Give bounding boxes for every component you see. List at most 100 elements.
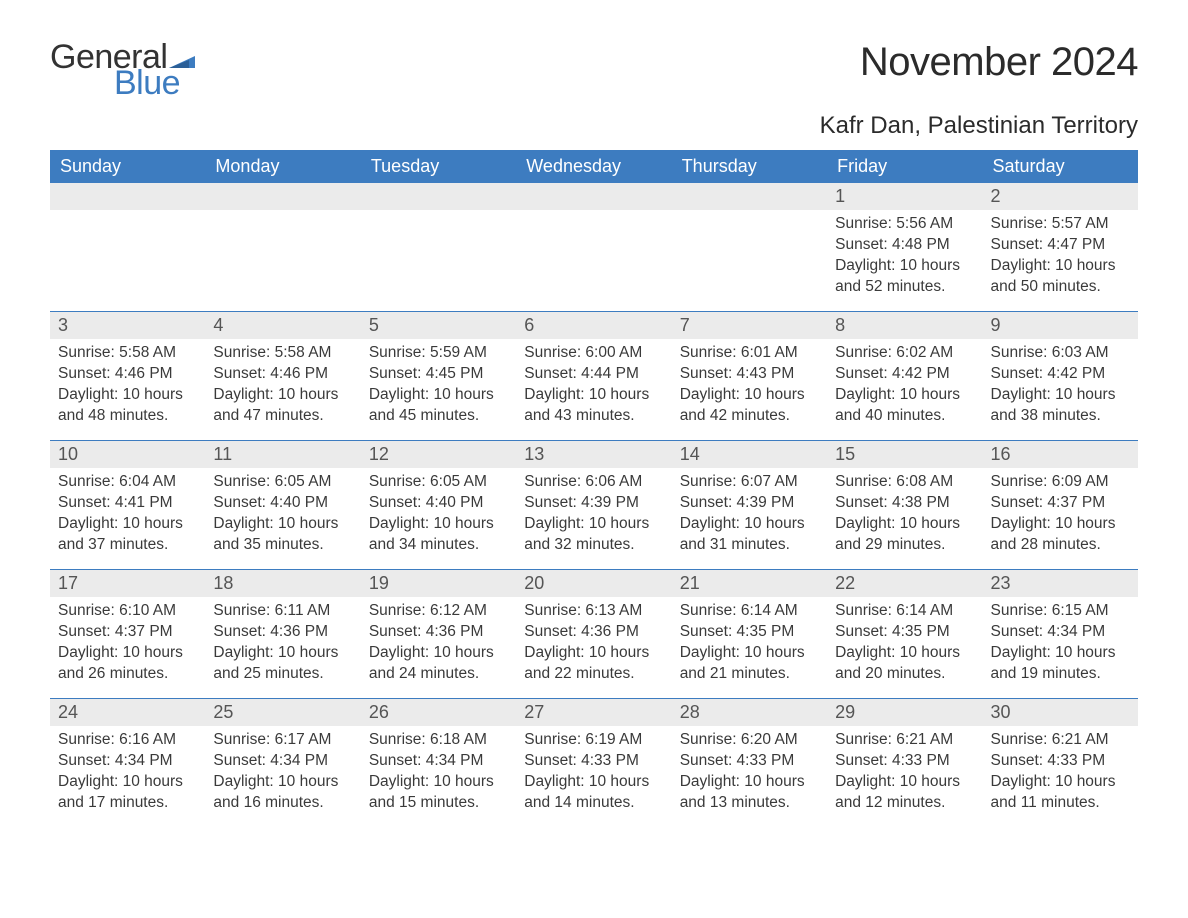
day-number: 29 (827, 699, 982, 726)
day-number (50, 183, 205, 210)
day-sunrise: Sunrise: 6:14 AM (680, 601, 819, 622)
day-cell: 15Sunrise: 6:08 AMSunset: 4:38 PMDayligh… (827, 441, 982, 569)
day-number (361, 183, 516, 210)
day-daylight1: Daylight: 10 hours (58, 772, 197, 793)
day-sunset: Sunset: 4:40 PM (213, 493, 352, 514)
day-sunrise: Sunrise: 5:56 AM (835, 214, 974, 235)
day-sunset: Sunset: 4:45 PM (369, 364, 508, 385)
day-daylight1: Daylight: 10 hours (213, 643, 352, 664)
day-cell: 3Sunrise: 5:58 AMSunset: 4:46 PMDaylight… (50, 312, 205, 440)
day-sunrise: Sunrise: 6:14 AM (835, 601, 974, 622)
day-daylight1: Daylight: 10 hours (680, 385, 819, 406)
day-number: 17 (50, 570, 205, 597)
day-sunset: Sunset: 4:40 PM (369, 493, 508, 514)
day-number: 11 (205, 441, 360, 468)
day-daylight1: Daylight: 10 hours (213, 385, 352, 406)
day-sunrise: Sunrise: 6:21 AM (991, 730, 1130, 751)
day-cell (205, 183, 360, 311)
day-sunrise: Sunrise: 6:21 AM (835, 730, 974, 751)
day-sunset: Sunset: 4:35 PM (680, 622, 819, 643)
day-body: Sunrise: 6:00 AMSunset: 4:44 PMDaylight:… (516, 339, 671, 435)
calendar: Sunday Monday Tuesday Wednesday Thursday… (50, 150, 1138, 827)
day-number (516, 183, 671, 210)
day-daylight2: and 50 minutes. (991, 277, 1130, 298)
day-daylight1: Daylight: 10 hours (835, 385, 974, 406)
day-daylight1: Daylight: 10 hours (835, 643, 974, 664)
day-daylight1: Daylight: 10 hours (58, 643, 197, 664)
day-daylight2: and 19 minutes. (991, 664, 1130, 685)
day-sunrise: Sunrise: 6:02 AM (835, 343, 974, 364)
weekday-label: Wednesday (516, 150, 671, 183)
day-daylight2: and 43 minutes. (524, 406, 663, 427)
month-title: November 2024 (860, 40, 1138, 85)
header: General Blue November 2024 (50, 40, 1138, 100)
day-cell: 1Sunrise: 5:56 AMSunset: 4:48 PMDaylight… (827, 183, 982, 311)
day-body: Sunrise: 6:14 AMSunset: 4:35 PMDaylight:… (827, 597, 982, 693)
day-daylight2: and 25 minutes. (213, 664, 352, 685)
day-sunset: Sunset: 4:48 PM (835, 235, 974, 256)
day-cell: 13Sunrise: 6:06 AMSunset: 4:39 PMDayligh… (516, 441, 671, 569)
day-cell: 6Sunrise: 6:00 AMSunset: 4:44 PMDaylight… (516, 312, 671, 440)
day-number: 9 (983, 312, 1138, 339)
day-number: 4 (205, 312, 360, 339)
day-sunrise: Sunrise: 6:03 AM (991, 343, 1130, 364)
day-daylight2: and 13 minutes. (680, 793, 819, 814)
day-daylight1: Daylight: 10 hours (369, 514, 508, 535)
day-daylight2: and 16 minutes. (213, 793, 352, 814)
day-cell: 22Sunrise: 6:14 AMSunset: 4:35 PMDayligh… (827, 570, 982, 698)
day-number: 2 (983, 183, 1138, 210)
day-number: 12 (361, 441, 516, 468)
day-daylight2: and 31 minutes. (680, 535, 819, 556)
day-cell (361, 183, 516, 311)
day-body: Sunrise: 6:13 AMSunset: 4:36 PMDaylight:… (516, 597, 671, 693)
day-daylight2: and 26 minutes. (58, 664, 197, 685)
day-number: 28 (672, 699, 827, 726)
day-sunset: Sunset: 4:46 PM (58, 364, 197, 385)
day-body: Sunrise: 6:05 AMSunset: 4:40 PMDaylight:… (205, 468, 360, 564)
day-sunset: Sunset: 4:47 PM (991, 235, 1130, 256)
day-body: Sunrise: 6:15 AMSunset: 4:34 PMDaylight:… (983, 597, 1138, 693)
day-daylight2: and 29 minutes. (835, 535, 974, 556)
day-sunrise: Sunrise: 6:17 AM (213, 730, 352, 751)
day-sunset: Sunset: 4:33 PM (835, 751, 974, 772)
day-number: 22 (827, 570, 982, 597)
day-sunset: Sunset: 4:34 PM (991, 622, 1130, 643)
day-cell: 10Sunrise: 6:04 AMSunset: 4:41 PMDayligh… (50, 441, 205, 569)
day-number: 21 (672, 570, 827, 597)
day-sunset: Sunset: 4:33 PM (991, 751, 1130, 772)
weekday-label: Friday (827, 150, 982, 183)
day-body: Sunrise: 6:21 AMSunset: 4:33 PMDaylight:… (983, 726, 1138, 822)
day-number: 7 (672, 312, 827, 339)
day-cell: 8Sunrise: 6:02 AMSunset: 4:42 PMDaylight… (827, 312, 982, 440)
day-cell: 4Sunrise: 5:58 AMSunset: 4:46 PMDaylight… (205, 312, 360, 440)
day-sunset: Sunset: 4:41 PM (58, 493, 197, 514)
day-sunrise: Sunrise: 6:15 AM (991, 601, 1130, 622)
day-sunrise: Sunrise: 6:16 AM (58, 730, 197, 751)
day-daylight1: Daylight: 10 hours (680, 643, 819, 664)
day-daylight1: Daylight: 10 hours (991, 256, 1130, 277)
day-body: Sunrise: 6:16 AMSunset: 4:34 PMDaylight:… (50, 726, 205, 822)
day-sunrise: Sunrise: 6:04 AM (58, 472, 197, 493)
day-daylight2: and 45 minutes. (369, 406, 508, 427)
day-sunset: Sunset: 4:37 PM (58, 622, 197, 643)
day-sunrise: Sunrise: 5:58 AM (58, 343, 197, 364)
day-cell: 11Sunrise: 6:05 AMSunset: 4:40 PMDayligh… (205, 441, 360, 569)
day-number (672, 183, 827, 210)
day-daylight2: and 40 minutes. (835, 406, 974, 427)
day-cell: 16Sunrise: 6:09 AMSunset: 4:37 PMDayligh… (983, 441, 1138, 569)
day-cell: 20Sunrise: 6:13 AMSunset: 4:36 PMDayligh… (516, 570, 671, 698)
day-cell: 18Sunrise: 6:11 AMSunset: 4:36 PMDayligh… (205, 570, 360, 698)
day-daylight2: and 34 minutes. (369, 535, 508, 556)
day-sunset: Sunset: 4:35 PM (835, 622, 974, 643)
day-number: 30 (983, 699, 1138, 726)
day-cell: 5Sunrise: 5:59 AMSunset: 4:45 PMDaylight… (361, 312, 516, 440)
day-daylight1: Daylight: 10 hours (58, 385, 197, 406)
day-daylight1: Daylight: 10 hours (369, 385, 508, 406)
day-daylight1: Daylight: 10 hours (835, 514, 974, 535)
day-number: 16 (983, 441, 1138, 468)
day-daylight2: and 24 minutes. (369, 664, 508, 685)
day-daylight1: Daylight: 10 hours (680, 772, 819, 793)
day-daylight2: and 35 minutes. (213, 535, 352, 556)
day-cell: 19Sunrise: 6:12 AMSunset: 4:36 PMDayligh… (361, 570, 516, 698)
day-daylight2: and 12 minutes. (835, 793, 974, 814)
